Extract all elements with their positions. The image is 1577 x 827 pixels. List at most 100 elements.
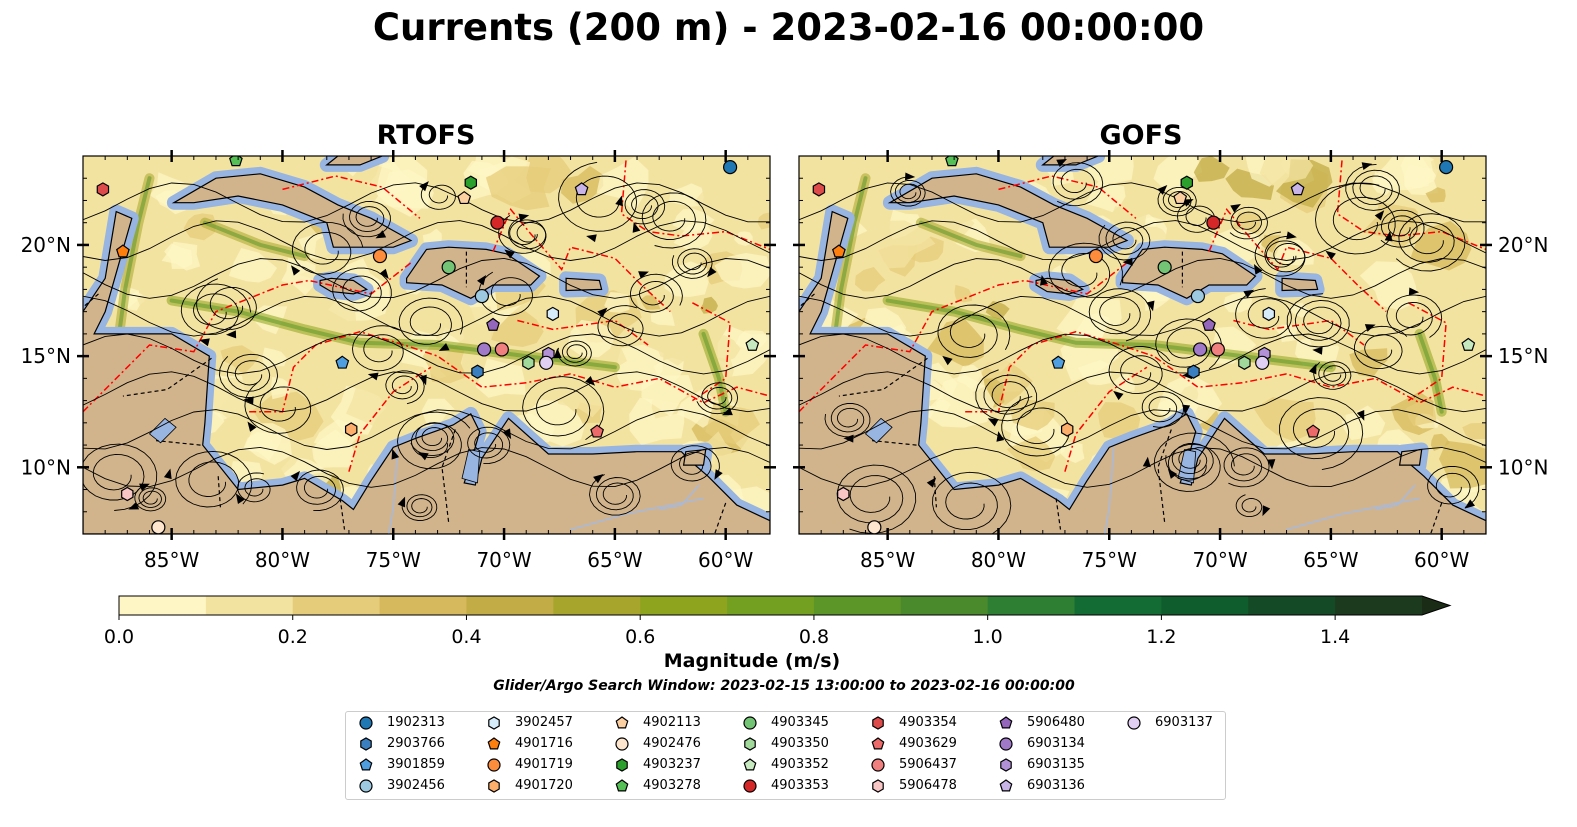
legend-label: 6903135	[1027, 757, 1085, 772]
float-marker-6903134	[1193, 342, 1208, 357]
speed-contour	[557, 375, 613, 418]
eez-boundary	[517, 319, 649, 346]
legend-marker-circle-icon	[871, 757, 885, 772]
land-polygon	[325, 156, 383, 166]
float-marker-5906478	[837, 486, 850, 502]
legend-item-3901859: 3901859	[359, 757, 445, 772]
legend-label: 3901859	[387, 757, 445, 772]
legend-marker	[872, 715, 884, 730]
speed-contour	[907, 236, 944, 263]
legend-marker-pentagon-icon	[487, 736, 501, 751]
legend-marker	[999, 778, 1013, 791]
colorbar-segment	[205, 596, 294, 615]
map-frame	[82, 155, 771, 535]
streamline-arrow	[1262, 505, 1271, 517]
y-tick-label: 10°N	[1498, 455, 1548, 479]
streamline	[1345, 163, 1400, 211]
float-marker-5906478	[121, 486, 134, 502]
streamline-arrow	[391, 448, 400, 460]
legend-label: 4902113	[643, 715, 701, 730]
speed-contour	[1410, 221, 1472, 271]
streamline	[799, 257, 1486, 299]
streamline-arrow	[419, 374, 427, 386]
legend-label: 3902456	[387, 778, 445, 793]
legend-item-4903278: 4903278	[615, 778, 701, 793]
colorbar-segment	[119, 596, 207, 615]
eez-boundary	[83, 262, 412, 413]
streamline-arrow	[1056, 159, 1067, 167]
legend-label: 5906437	[899, 757, 957, 772]
legend-marker-pentagon-icon	[871, 736, 885, 751]
speed-contour	[1425, 187, 1446, 203]
streamline	[1155, 318, 1223, 370]
streamline-arrow	[638, 271, 649, 279]
float-marker-3901859	[335, 355, 350, 369]
streamline	[1088, 288, 1151, 342]
panel-title-rtofs: RTOFS	[376, 120, 476, 151]
streamline	[1279, 397, 1364, 471]
streamline	[1386, 294, 1443, 338]
float-legend: 1902313 2903766 3901859 3902456 3902457 49017…	[345, 711, 1226, 800]
legend-marker	[872, 778, 884, 793]
speed-contour	[1359, 261, 1419, 310]
speed-contour	[525, 399, 586, 447]
legend-item-6903137: 6903137	[1127, 715, 1213, 730]
streamline	[508, 215, 547, 250]
streamline	[83, 182, 770, 224]
country-border	[872, 440, 917, 446]
streamline	[83, 443, 158, 511]
y-tick-label: 15°N	[21, 344, 71, 368]
float-marker-4901716	[832, 244, 846, 258]
legend-item-4901719: 4901719	[487, 757, 573, 772]
legend-label: 4903353	[771, 778, 829, 793]
legend-marker	[615, 736, 629, 751]
streamline	[410, 422, 455, 457]
streamline-arrow	[1364, 324, 1376, 332]
streamline-arrow	[714, 469, 723, 480]
legend-label: 3902457	[515, 715, 573, 730]
legend-label: 4901719	[515, 757, 573, 772]
streamline	[1235, 288, 1292, 339]
streamline-arrow	[1464, 499, 1476, 509]
float-marker-2903766	[1187, 364, 1200, 379]
legend-marker	[488, 715, 500, 730]
float-marker-4902476	[867, 520, 882, 534]
streamline-arrow	[375, 230, 387, 239]
streamline	[597, 305, 644, 347]
speed-contour	[714, 253, 770, 289]
legend-marker	[871, 757, 885, 772]
legend-item-6903134: 6903134	[999, 736, 1085, 751]
streamline	[1141, 390, 1185, 428]
colorbar-tick-label: 0.4	[451, 626, 481, 648]
speed-contour	[694, 175, 743, 215]
speed-contour	[1096, 249, 1124, 276]
legend-item-2903766: 2903766	[359, 736, 445, 751]
streamline	[589, 474, 641, 516]
country-border	[1430, 502, 1443, 534]
streamline-arrow	[1325, 250, 1336, 260]
streamline-arrow	[247, 421, 257, 432]
streamline	[890, 176, 926, 207]
land-polygon	[1398, 448, 1423, 466]
float-marker-6903137	[1255, 355, 1270, 370]
speed-contour	[1431, 433, 1450, 451]
country-border	[714, 502, 727, 534]
streamline	[420, 183, 456, 210]
streamline	[522, 376, 605, 441]
legend-marker	[743, 757, 757, 770]
legend-item-4902113: 4902113	[615, 715, 701, 730]
streamline	[836, 464, 917, 534]
river	[1286, 497, 1420, 531]
speed-contour	[641, 374, 694, 417]
legend-marker	[487, 736, 501, 749]
speed-contour	[954, 284, 973, 303]
colorbar-outline	[118, 595, 1452, 616]
streamline-arrow	[199, 338, 210, 347]
streamline-arrow	[1408, 287, 1420, 296]
streamline-arrow	[367, 372, 379, 381]
streamline	[196, 278, 257, 331]
speed-contour	[700, 296, 718, 314]
streamline	[1052, 162, 1104, 207]
country-border	[1055, 498, 1062, 530]
